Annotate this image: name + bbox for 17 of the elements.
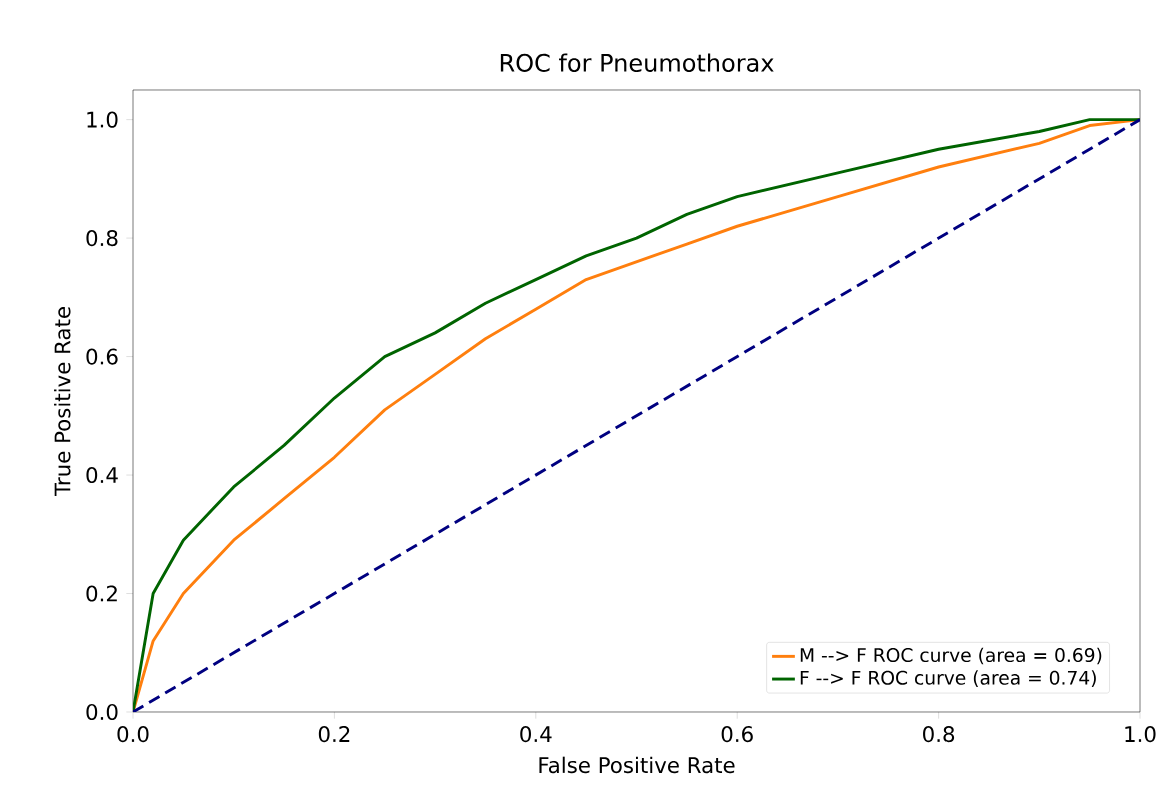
x-tick-label: 0.4 [520,726,552,743]
y-tick-label: 0.4 [86,466,118,484]
x-tick-label: 0.2 [318,726,350,743]
y-tick-label: 0.2 [86,585,117,602]
legend-label: F --> F ROC curve (area = 0.74) [800,670,1096,688]
y-tick-label: 0.0 [86,703,118,721]
x-tick-label: 0.0 [117,726,149,743]
x-tick-label: 1.0 [1125,726,1156,743]
y-tick-label: 0.8 [86,230,118,247]
chart-title: ROC for Pneumothorax [500,53,774,72]
x-tick-label: 0.6 [721,726,753,743]
y-axis-title: True Positive Rate [54,307,71,497]
y-tick-label: 1.0 [87,111,118,128]
y-tick-label: 0.6 [86,348,118,365]
legend-label: M --> F ROC curve (area = 0.69) [800,647,1102,665]
x-axis-title: False Positive Rate [539,756,735,774]
x-tick-label: 0.8 [923,726,955,743]
